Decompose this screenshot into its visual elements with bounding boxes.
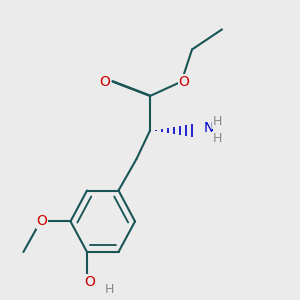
Text: N: N [203, 121, 214, 135]
Text: O: O [84, 275, 95, 289]
Text: O: O [37, 214, 47, 228]
Text: O: O [100, 75, 110, 88]
Text: H: H [212, 131, 222, 145]
Text: H: H [104, 283, 114, 296]
Text: H: H [212, 115, 222, 128]
Text: O: O [178, 75, 189, 88]
